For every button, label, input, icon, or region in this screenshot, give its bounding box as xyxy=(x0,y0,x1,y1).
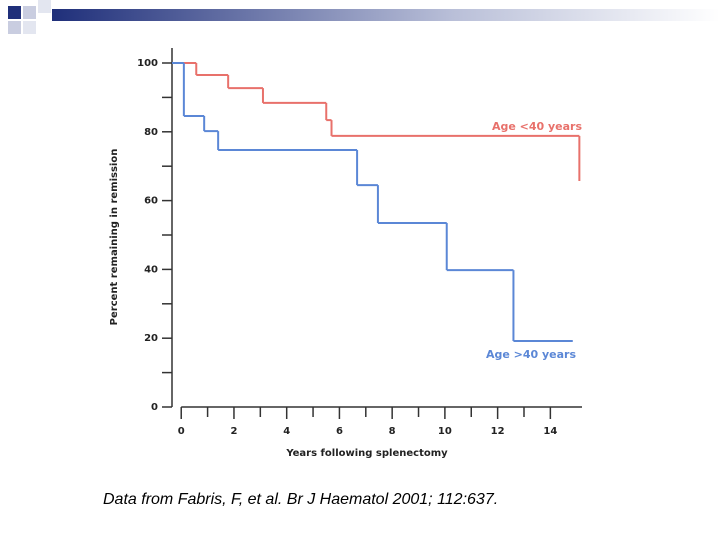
y-axis-title: Percent remaining in remission xyxy=(109,149,120,326)
series-label: Age >40 years xyxy=(486,348,577,361)
x-tick-label: 0 xyxy=(178,426,185,437)
x-tick-label: 2 xyxy=(230,426,237,437)
x-tick-label: 10 xyxy=(438,426,452,437)
x-tick-label: 6 xyxy=(336,426,343,437)
y-tick-label: 60 xyxy=(144,196,158,207)
series-label: Age <40 years xyxy=(492,120,583,133)
x-axis-title: Years following splenectomy xyxy=(285,448,448,459)
x-tick-label: 8 xyxy=(389,426,396,437)
y-tick-label: 0 xyxy=(151,402,158,413)
y-tick-label: 100 xyxy=(137,58,158,69)
caption: Data from Fabris, F, et al. Br J Haemato… xyxy=(103,491,498,508)
slide-decoration xyxy=(8,0,720,34)
y-tick-label: 80 xyxy=(144,127,158,138)
y-tick-label: 20 xyxy=(144,333,158,344)
y-tick-label: 40 xyxy=(144,264,158,275)
x-tick-label: 4 xyxy=(283,426,290,437)
x-tick-label: 14 xyxy=(543,426,557,437)
x-tick-label: 12 xyxy=(491,426,505,437)
